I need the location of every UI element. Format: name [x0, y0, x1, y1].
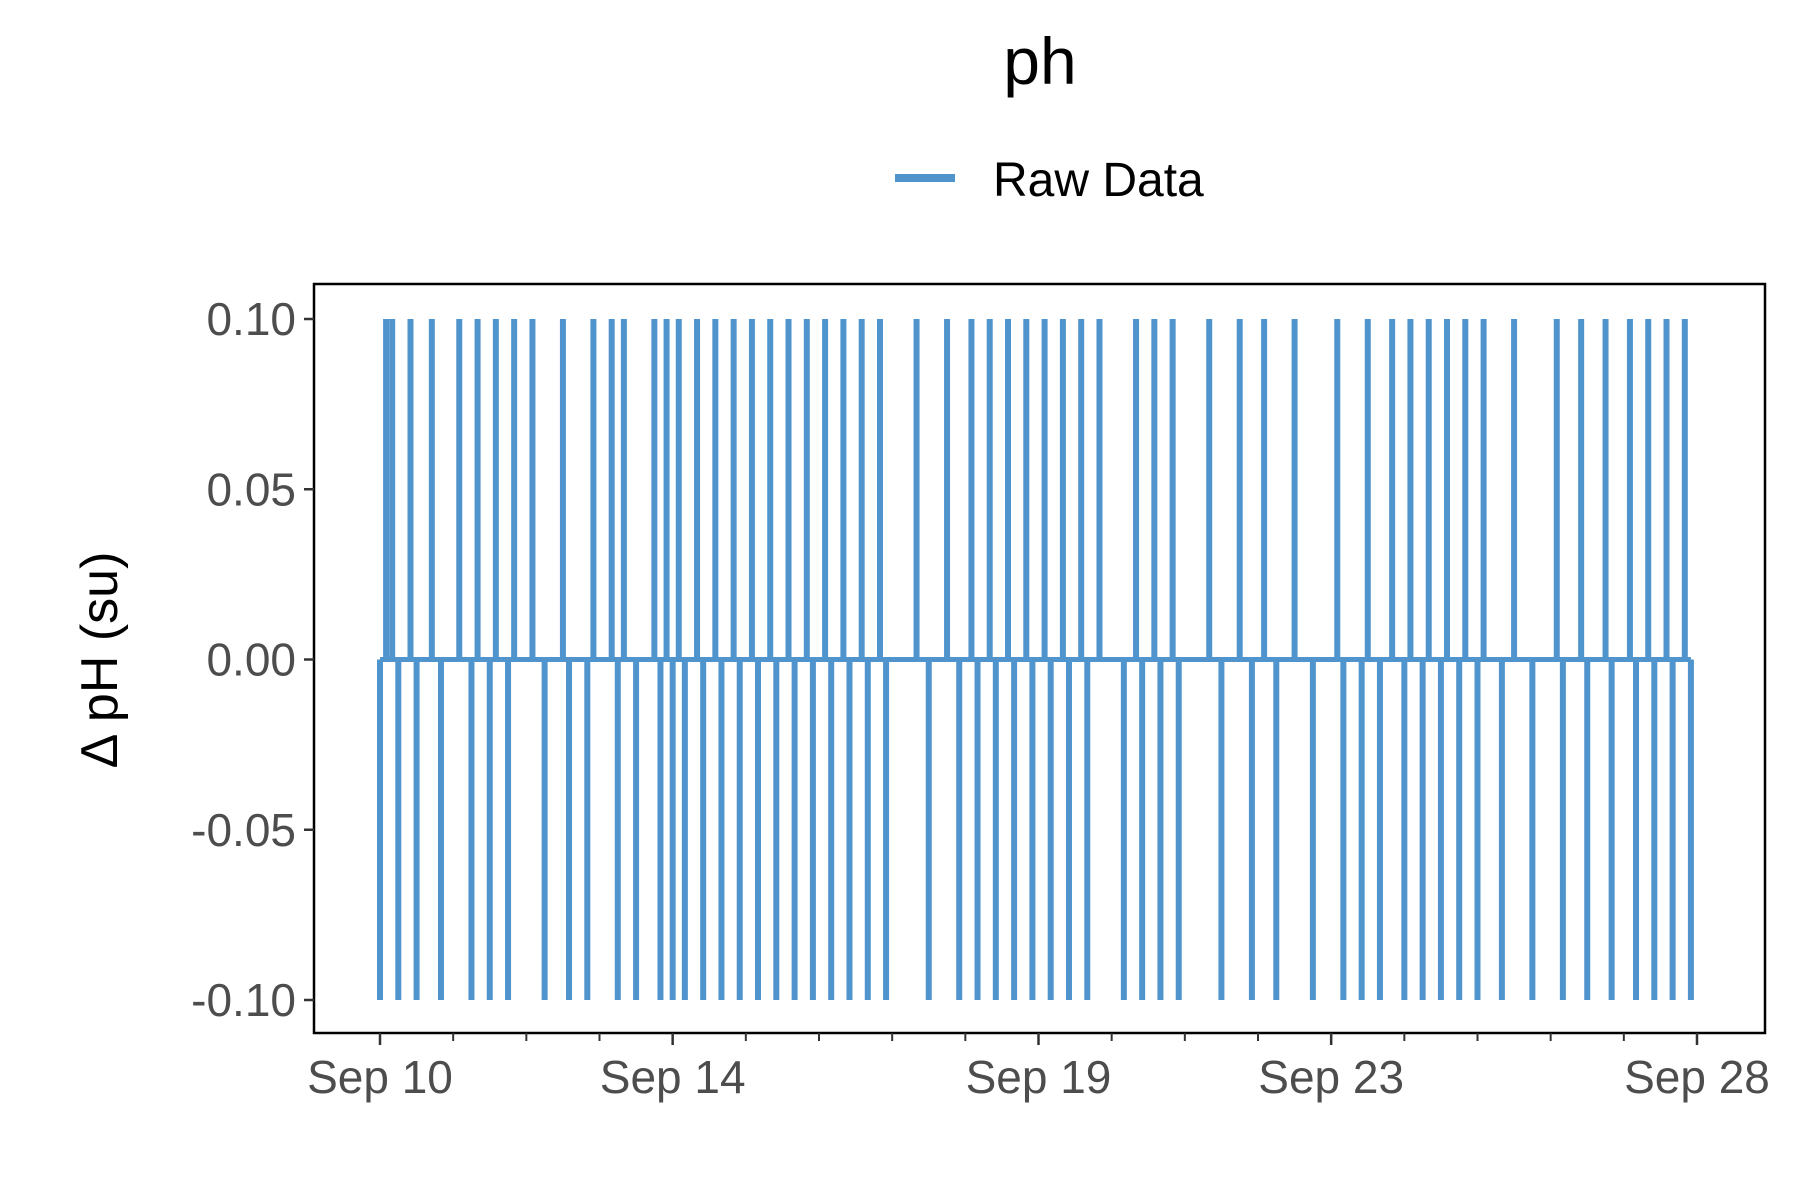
x-tick-label: Sep 19	[966, 1051, 1112, 1103]
y-axis-title: Δ pH (su)	[71, 552, 129, 769]
x-tick-label: Sep 23	[1258, 1051, 1404, 1103]
y-tick-label: 0.05	[206, 463, 296, 515]
y-tick-label: 0.00	[206, 634, 296, 686]
x-axis: Sep 10 Sep 14 Sep 19 Sep 23 Sep 28	[307, 1033, 1770, 1103]
legend-label-raw-data: Raw Data	[993, 154, 1204, 207]
y-axis: -0.10 -0.05 0.00 0.05 0.10	[191, 293, 314, 1026]
x-tick-label: Sep 10	[307, 1051, 453, 1103]
chart-title: ph	[1003, 24, 1076, 98]
x-tick-label: Sep 14	[600, 1051, 746, 1103]
x-tick-label: Sep 28	[1624, 1051, 1770, 1103]
y-tick-label: -0.10	[191, 974, 296, 1026]
y-tick-label: 0.10	[206, 293, 296, 345]
series-raw-data	[377, 319, 1694, 1000]
y-tick-label: -0.05	[191, 804, 296, 856]
legend: Raw Data	[895, 154, 1204, 207]
